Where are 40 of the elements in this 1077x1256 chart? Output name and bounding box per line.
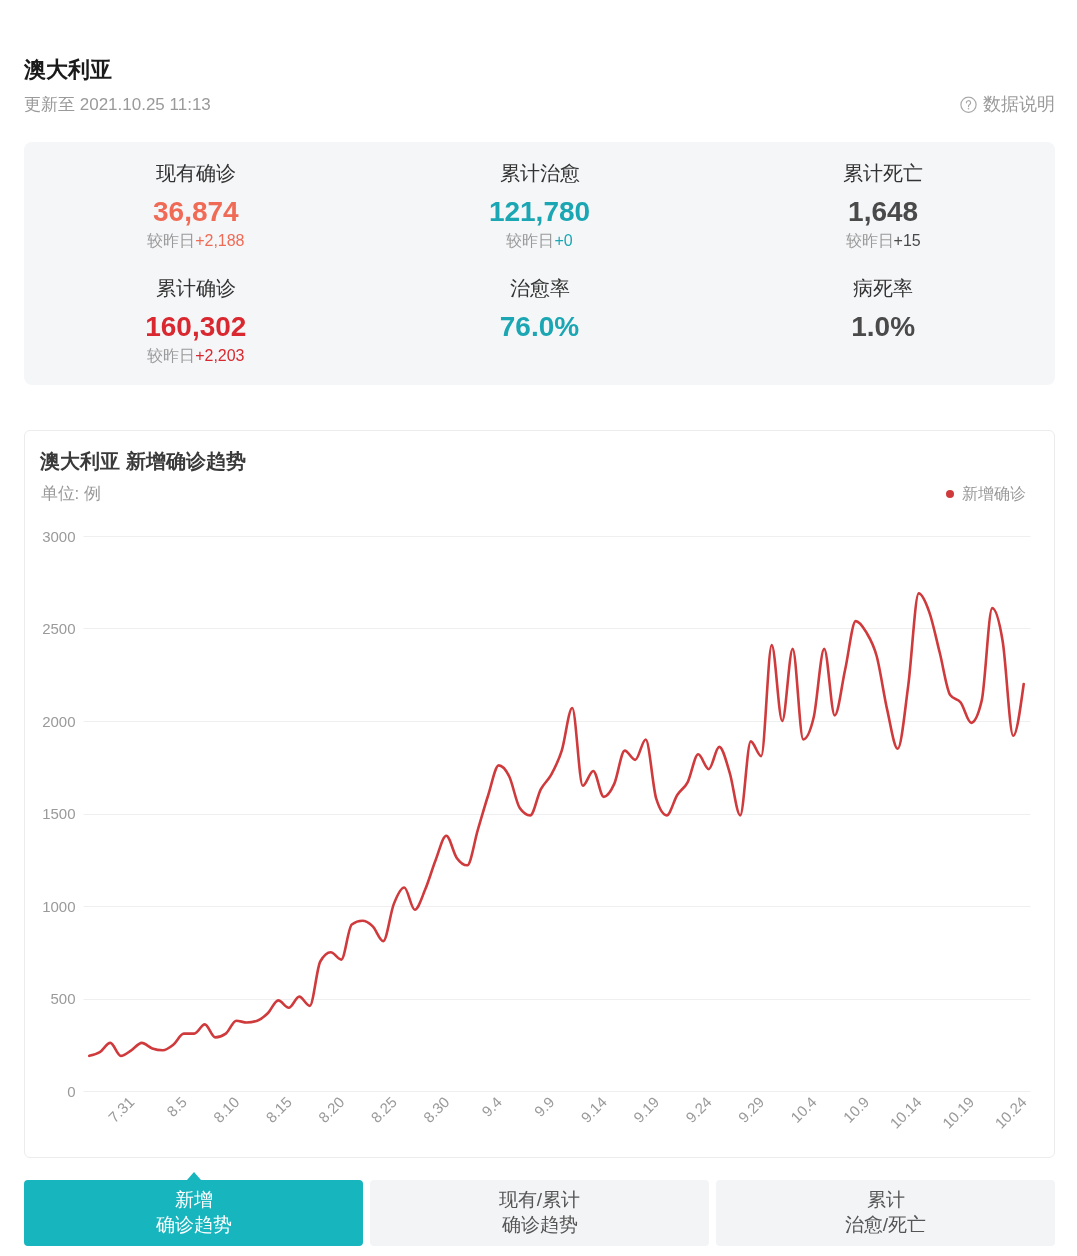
x-tick-label: 9.9 — [530, 1093, 558, 1120]
x-tick-label: 9.19 — [629, 1093, 663, 1126]
y-tick-label: 0 — [67, 1082, 76, 1100]
tab-button[interactable]: 累计治愈/死亡 — [716, 1180, 1055, 1246]
text: 澳大利亚 — [24, 56, 112, 84]
text: 1.0% — [851, 310, 916, 344]
y-tick-label: 500 — [50, 990, 76, 1007]
text: 较昨日+2,188 — [147, 232, 245, 250]
text: 累计死亡 — [843, 161, 924, 185]
y-tick-label: 2000 — [42, 712, 76, 730]
legend-label: 新增确诊 — [962, 485, 1026, 502]
text: 36,874 — [153, 195, 239, 229]
x-tick-label: 9.4 — [478, 1093, 505, 1120]
y-tick-label: 1000 — [42, 897, 76, 915]
text: 较昨日+2,203 — [147, 347, 245, 365]
x-tick-label: 9.24 — [682, 1093, 715, 1126]
x-tick-label: 8.5 — [163, 1093, 190, 1120]
text: 累计确诊 — [155, 276, 236, 300]
text: 76.0% — [499, 310, 580, 344]
y-tick-label: 1500 — [42, 805, 76, 822]
x-tick-label: 7.31 — [104, 1093, 138, 1126]
text: 累计治愈 — [499, 161, 580, 185]
x-tick-label: 9.14 — [577, 1093, 610, 1126]
tab-button[interactable]: 现有/累计确诊趋势 — [370, 1180, 709, 1246]
text: 1,648 — [848, 195, 919, 229]
text: 较昨日+0 — [506, 232, 573, 250]
text: 较昨日+15 — [845, 232, 921, 250]
x-tick-label: 9.29 — [734, 1093, 768, 1126]
text: 160,302 — [145, 310, 247, 344]
text: 更新至 2021.10.25 11:13 — [24, 94, 211, 116]
line-series — [88, 592, 1025, 1058]
chart-title: 澳大利亚 新增确诊趋势 — [39, 450, 246, 472]
text: 治愈率 — [509, 276, 570, 300]
y-axis-title: 单位: 例 — [40, 483, 101, 503]
text: 病死率 — [853, 276, 914, 300]
y-tick-label: 2500 — [42, 620, 76, 637]
text: 现有确诊 — [155, 161, 236, 185]
text: 121,780 — [488, 195, 591, 229]
text: 数据说明 — [983, 94, 1055, 116]
y-tick-label: 3000 — [42, 527, 76, 545]
